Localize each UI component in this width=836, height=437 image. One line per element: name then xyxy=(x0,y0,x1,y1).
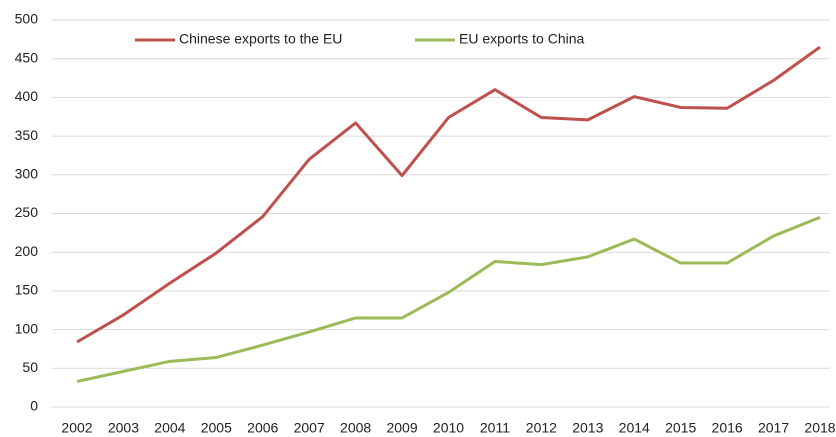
x-tick-label: 2005 xyxy=(201,420,232,436)
legend-label: Chinese exports to the EU xyxy=(179,31,342,47)
y-tick-label: 150 xyxy=(15,282,39,298)
x-tick-label: 2007 xyxy=(294,420,325,436)
y-tick-label: 50 xyxy=(22,359,38,375)
legend-label: EU exports to China xyxy=(459,31,584,47)
x-tick-label: 2009 xyxy=(386,420,417,436)
x-tick-label: 2015 xyxy=(665,420,696,436)
y-tick-label: 500 xyxy=(15,11,39,27)
x-tick-label: 2016 xyxy=(712,420,743,436)
x-tick-label: 2018 xyxy=(804,420,835,436)
y-tick-label: 250 xyxy=(15,204,39,220)
x-tick-label: 2002 xyxy=(61,420,92,436)
y-tick-label: 400 xyxy=(15,88,39,104)
x-tick-label: 2004 xyxy=(154,420,185,436)
y-tick-label: 0 xyxy=(30,398,38,414)
x-tick-label: 2006 xyxy=(247,420,278,436)
y-tick-label: 100 xyxy=(15,320,39,336)
x-tick-label: 2012 xyxy=(526,420,557,436)
x-tick-label: 2013 xyxy=(572,420,603,436)
data-line xyxy=(76,45,821,344)
data-line xyxy=(76,215,821,383)
x-tick-label: 2003 xyxy=(108,420,139,436)
y-tick-label: 450 xyxy=(15,49,39,65)
y-tick-label: 200 xyxy=(15,243,39,259)
y-tick-label: 300 xyxy=(15,166,39,182)
x-tick-label: 2017 xyxy=(758,420,789,436)
x-tick-label: 2008 xyxy=(340,420,371,436)
x-tick-label: 2011 xyxy=(480,420,510,436)
x-tick-label: 2010 xyxy=(433,420,464,436)
x-tick-label: 2014 xyxy=(619,420,650,436)
y-tick-label: 350 xyxy=(15,127,39,143)
